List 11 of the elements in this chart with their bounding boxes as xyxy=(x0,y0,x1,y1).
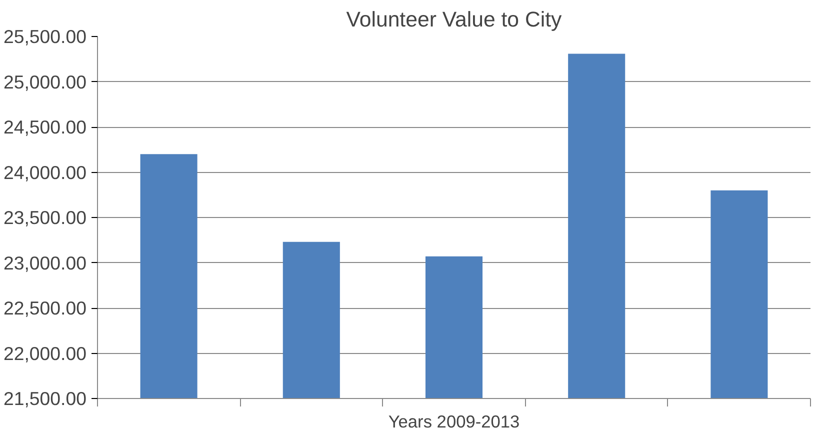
y-tick-label: 24,500.00 xyxy=(4,116,87,138)
y-tick-label: 25,000.00 xyxy=(4,71,87,92)
y-tick-label: 23,000.00 xyxy=(4,252,87,274)
y-tick-label: 22,000.00 xyxy=(4,342,87,364)
y-tick-label: 25,500.00 xyxy=(4,26,87,47)
x-axis-title: Years 2009-2013 xyxy=(388,412,520,432)
y-tick-label: 21,500.00 xyxy=(4,388,87,409)
y-tick-label: 22,500.00 xyxy=(4,298,87,318)
y-tick-label: 23,500.00 xyxy=(4,207,87,228)
y-tick-label: 24,000.00 xyxy=(4,162,87,183)
chart-title: Volunteer Value to City xyxy=(346,8,562,32)
